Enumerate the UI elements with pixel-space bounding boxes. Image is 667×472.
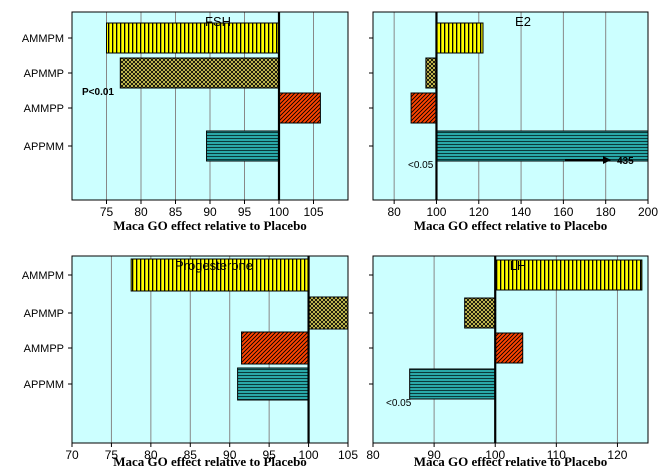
fsh-title: FSH <box>205 14 231 29</box>
fsh-bar-ammpp <box>278 92 321 124</box>
progesterone-frame <box>71 255 349 444</box>
chart-e2: AMMPMAPMMPAMMPPAPPMM80100120140160180200… <box>369 11 658 233</box>
e2-title: E2 <box>515 14 531 29</box>
e2-x-axis-label: Maca GO effect relative to Placebo <box>414 218 608 233</box>
fsh-category-label: AMMPP <box>24 103 64 115</box>
progesterone-category-label: AMMPP <box>24 343 64 355</box>
lh-bar-2 <box>464 297 496 329</box>
e2-frame <box>372 11 649 201</box>
e2-x-tick-label: 140 <box>511 205 531 219</box>
progesterone-category-label: AMMPM <box>22 270 64 282</box>
fsh-category-label: APPMM <box>24 141 64 153</box>
e2-x-tick-label: 180 <box>596 205 616 219</box>
fsh-category-label: AMMPM <box>22 33 64 45</box>
chart-lh: 80 90 100 110 120 LH Maca GO effect relative t… <box>366 255 649 469</box>
progesterone-x-tick-label: 70 <box>65 448 79 462</box>
fsh-x-tick-label: 85 <box>169 205 183 219</box>
progesterone-bar-apmmp <box>308 296 349 330</box>
e2-x-tick-label: 160 <box>553 205 573 219</box>
fsh-bar-apmmp <box>119 57 280 89</box>
lh-x-tick-label: 100 <box>485 448 505 462</box>
chart-fsh: AMMPM APMMP AMMPP APPMM 75 80 85 90 95 100 105 FSH M… <box>22 11 349 233</box>
fsh-bar-appmm <box>206 130 280 162</box>
progesterone-title: Progesterone <box>175 258 253 273</box>
e2-x-tick-label: 200 <box>638 205 658 219</box>
arrow-head-icon <box>603 156 611 164</box>
fsh-bar-ammpm <box>106 22 280 54</box>
e2-bar-apmmp <box>425 57 437 89</box>
e2-x-tick-label: 100 <box>426 205 446 219</box>
fsh-x-tick-label: 75 <box>100 205 114 219</box>
lh-x-tick-label: 80 <box>366 448 380 462</box>
lh-x-tick-label: 110 <box>547 448 566 462</box>
lh-bar-3 <box>494 332 524 364</box>
e2-bar-ammpm <box>435 22 484 54</box>
fsh-x-tick-label: 95 <box>238 205 252 219</box>
lh-x-tick-label: 120 <box>607 448 627 462</box>
progesterone-bar-appmm <box>237 367 310 401</box>
fsh-x-tick-label: 80 <box>134 205 148 219</box>
e2-bar-appmm <box>435 130 649 162</box>
progesterone-category-label: APPMM <box>24 379 64 391</box>
e2-bar-ammpp <box>410 92 437 124</box>
fsh-x-tick-label: 100 <box>269 205 289 219</box>
progesterone-x-tick-label: 75 <box>105 448 119 462</box>
fsh-x-axis-label: Maca GO effect relative to Placebo <box>113 218 307 233</box>
lh-x-axis-label: Maca GO effect relative to Placebo <box>414 454 608 469</box>
fsh-x-tick-label: 90 <box>203 205 217 219</box>
e2-x-tick-label: 120 <box>469 205 489 219</box>
progesterone-category-label: APMMP <box>24 308 64 320</box>
fsh-x-tick-label: 105 <box>303 205 323 219</box>
progesterone-bar-ammpp <box>241 331 310 365</box>
e2-x-tick-label: 80 <box>387 205 401 219</box>
progesterone-x-tick-label: 80 <box>144 448 158 462</box>
chart-progesterone: AMMPM APMMP AMMPP APPMM 70 75 80 85 90 95 100 105 Pr… <box>22 255 358 469</box>
annotation-0-05: <0.05 <box>408 160 434 171</box>
lh-frame <box>372 255 649 444</box>
progesterone-x-tick-label: 85 <box>184 448 198 462</box>
annotation-435: 435 <box>617 156 634 167</box>
fsh-category-label: APMMP <box>24 68 64 80</box>
annotation-p-0-01: P<0.01 <box>82 87 114 98</box>
lh-x-tick-label: 90 <box>427 448 441 462</box>
progesterone-x-tick-label: 95 <box>262 448 276 462</box>
progesterone-x-tick-label: 90 <box>223 448 237 462</box>
lh-bar-1 <box>494 259 643 291</box>
progesterone-x-tick-label: 100 <box>299 448 319 462</box>
progesterone-x-axis-label: Maca GO effect relative to Placebo <box>113 454 307 469</box>
progesterone-x-tick-label: 105 <box>338 448 358 462</box>
lh-title: LH <box>510 258 527 273</box>
lh-bar-4 <box>409 368 496 400</box>
annotation-0-05: <0.05 <box>386 398 412 409</box>
